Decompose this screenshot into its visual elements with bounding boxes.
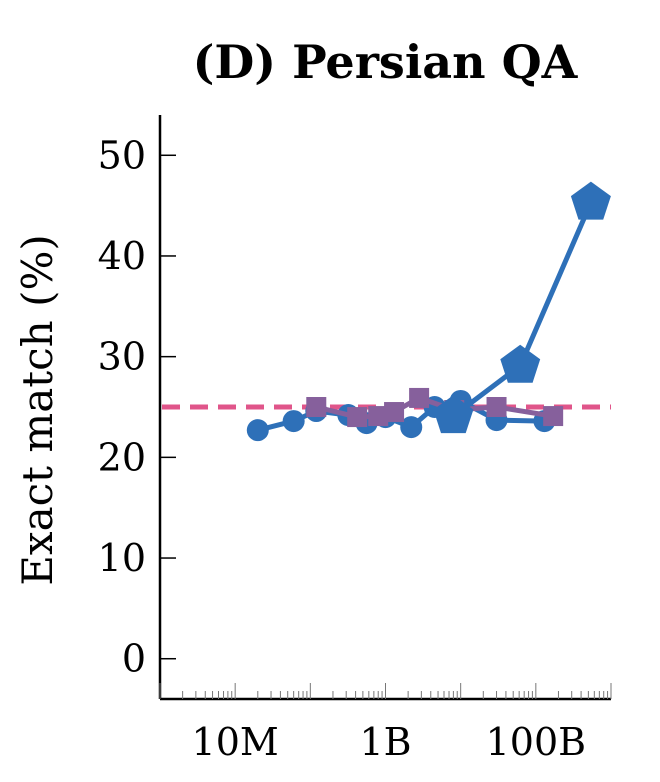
y-tick-label: 30 <box>98 335 146 379</box>
y-tick-label: 10 <box>98 536 146 580</box>
y-tick-label: 50 <box>98 133 146 177</box>
data-point-square <box>384 402 405 423</box>
data-point-square <box>409 387 430 408</box>
y-tick-label: 20 <box>98 435 146 479</box>
y-tick-label: 40 <box>98 234 146 278</box>
data-point-pentagon <box>433 395 474 434</box>
data-point-circle <box>400 416 423 439</box>
chart-title: (D) Persian QA <box>193 35 579 89</box>
y-tick-label: 0 <box>122 637 146 681</box>
x-tick-label: 100B <box>486 720 586 764</box>
x-tick-label: 1B <box>359 720 411 764</box>
plot-area: 0 10 20 30 40 50 10M 1B 100B <box>98 115 612 764</box>
y-axis-label: Exact match (%) <box>13 234 62 585</box>
series-line-pentagon <box>451 201 594 419</box>
data-point-square <box>368 406 389 427</box>
x-tick-label: 10M <box>192 720 279 764</box>
data-point-pentagon <box>570 181 611 220</box>
data-point-square <box>486 397 507 417</box>
data-point-square <box>347 407 368 428</box>
data-point-square <box>306 397 327 417</box>
data-point-circle <box>246 419 269 442</box>
data-point-square <box>543 406 564 427</box>
data-point-pentagon <box>500 344 541 383</box>
data-point-circle <box>282 410 305 433</box>
